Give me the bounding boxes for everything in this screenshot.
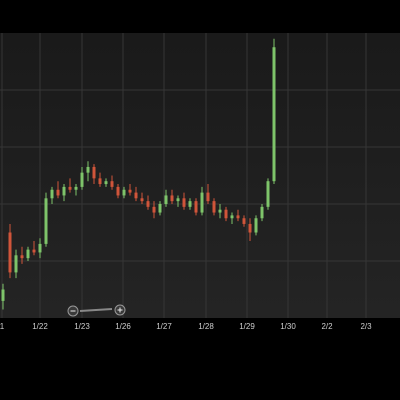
- candle-body: [230, 215, 234, 219]
- x-tick-label: 1/23: [74, 322, 90, 331]
- candle-body: [218, 209, 222, 213]
- candle-body: [1, 289, 5, 301]
- candle-body: [200, 192, 204, 213]
- candle-body: [242, 218, 246, 224]
- zoom-control: [67, 304, 126, 317]
- candle-body: [224, 209, 228, 219]
- x-tick-label: 1/22: [32, 322, 48, 331]
- candle-body: [116, 186, 120, 196]
- candle-body: [176, 198, 180, 202]
- x-tick-label: 2/2: [321, 322, 333, 331]
- candle-body: [32, 249, 36, 253]
- candle-body: [134, 192, 138, 199]
- candles: [1, 38, 276, 310]
- candle-body: [254, 218, 258, 233]
- candle-body: [146, 201, 150, 207]
- candle-body: [110, 181, 114, 187]
- candle-body: [92, 166, 96, 179]
- candle-body: [122, 189, 126, 196]
- candle-body: [194, 201, 198, 213]
- candle-body: [248, 223, 252, 233]
- candle-body: [140, 198, 144, 202]
- candle-body: [188, 201, 192, 207]
- candle-body: [260, 206, 264, 219]
- candle-body: [272, 47, 276, 182]
- candle-body: [44, 198, 48, 244]
- candle-body: [266, 181, 270, 207]
- candle-body: [206, 192, 210, 202]
- candle-body: [20, 255, 24, 259]
- candle-body: [50, 189, 54, 199]
- x-tick-label: 1/28: [198, 322, 214, 331]
- zoom-slider: [79, 308, 113, 312]
- candle-body: [158, 204, 162, 213]
- candle-body: [38, 243, 42, 253]
- candle-body: [8, 232, 12, 273]
- x-tick-label: 1/29: [239, 322, 255, 331]
- candle-body: [80, 172, 84, 187]
- candle-body: [152, 206, 156, 213]
- candle-body: [182, 198, 186, 207]
- candle-body: [104, 181, 108, 185]
- candle-body: [68, 186, 72, 190]
- plot-area: [0, 33, 400, 318]
- candle-body: [14, 255, 18, 273]
- grid: [0, 33, 400, 318]
- candle-body: [212, 201, 216, 213]
- candle-body: [236, 215, 240, 219]
- candle-body: [26, 249, 30, 259]
- candle-body: [62, 186, 66, 196]
- x-tick-label: 1/26: [115, 322, 131, 331]
- candle-body: [56, 189, 60, 196]
- candle-body: [98, 178, 102, 185]
- candle-body: [164, 195, 168, 204]
- x-axis: 1 1/22 1/23 1/26 1/27 1/28 1/29 1/30 2/2 2/3: [0, 322, 372, 331]
- candle-body: [74, 186, 78, 190]
- x-tick-label: 2/3: [360, 322, 372, 331]
- candle-body: [170, 195, 174, 202]
- x-tick-label: 1: [0, 322, 5, 331]
- x-tick-label: 1/27: [156, 322, 172, 331]
- x-tick-label: 1/30: [280, 322, 296, 331]
- candle-body: [128, 189, 132, 193]
- candle-body: [86, 166, 90, 173]
